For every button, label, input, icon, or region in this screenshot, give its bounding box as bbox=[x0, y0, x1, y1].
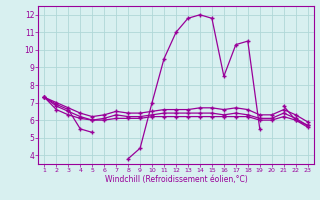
X-axis label: Windchill (Refroidissement éolien,°C): Windchill (Refroidissement éolien,°C) bbox=[105, 175, 247, 184]
